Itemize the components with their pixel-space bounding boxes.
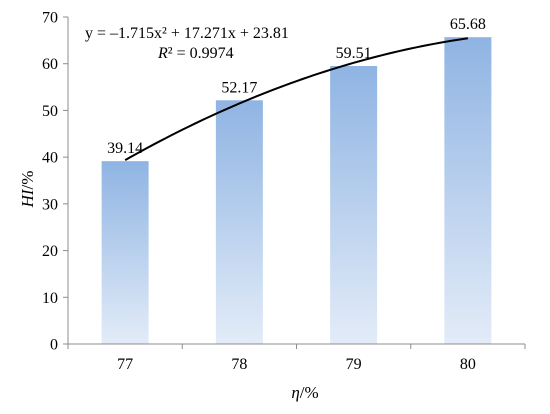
x-tick-label: 79 [346,356,362,373]
bar [330,66,378,344]
y-axis-symbol: HI [18,188,37,208]
y-axis-title: HI/% [18,171,37,209]
y-axis-ticks: 0 10 20 30 40 50 60 70 [42,10,68,354]
y-tick-label: 60 [42,56,58,73]
y-tick-label: 20 [42,243,58,260]
bar-data-label: 39.14 [107,140,143,157]
data-labels: 39.14 52.17 59.51 65.68 [107,16,486,157]
bar-data-label: 52.17 [221,79,257,96]
bar-data-label: 65.68 [450,16,486,33]
bar [215,100,263,345]
y-tick-label: 30 [42,196,58,213]
x-axis-ticks: 77 78 79 80 [67,344,526,373]
y-tick-label: 10 [42,290,58,307]
trendline-equation: y = –1.715x² + 17.271x + 23.81 [85,25,289,42]
x-axis-title: η/% [291,383,318,402]
x-tick-label: 78 [231,356,247,373]
x-tick-label: 77 [117,356,133,373]
y-tick-label: 70 [42,10,58,27]
r2-value: ² = 0.9974 [168,45,234,62]
trendline [124,37,469,161]
trendline-r2: R² = 0.9974 [157,45,234,62]
y-tick-label: 40 [42,150,58,167]
x-tick-label: 80 [460,356,476,373]
bars [101,37,492,345]
bar [101,161,149,344]
y-tick-label: 50 [42,103,58,120]
r2-symbol: R [157,45,168,62]
y-tick-label: 0 [50,337,58,354]
x-axis-symbol: η [291,383,299,402]
bar-data-label: 59.51 [336,45,372,62]
bar [444,37,492,344]
y-axis-unit: /% [18,171,37,190]
x-axis-unit: /% [300,383,319,402]
